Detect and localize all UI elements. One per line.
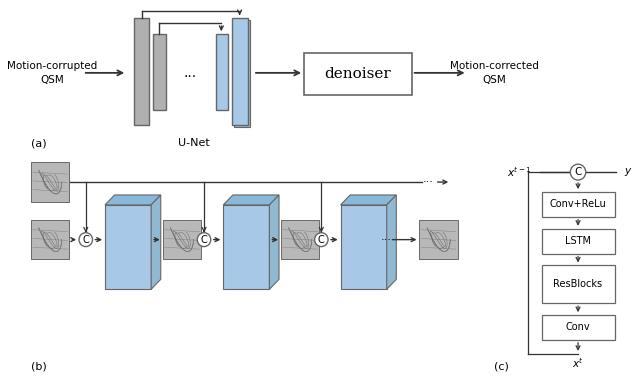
- Circle shape: [570, 164, 586, 180]
- Text: ...: ...: [381, 232, 392, 242]
- Circle shape: [197, 233, 211, 247]
- Text: Conv+ReLu: Conv+ReLu: [550, 199, 607, 210]
- Bar: [134, 18, 149, 125]
- Text: U-Net: U-Net: [177, 138, 209, 148]
- Bar: [340, 205, 387, 289]
- Polygon shape: [387, 195, 396, 289]
- Text: (b): (b): [31, 362, 47, 372]
- Bar: [232, 18, 248, 125]
- Bar: [153, 34, 166, 110]
- Bar: [541, 266, 614, 303]
- Bar: [223, 205, 269, 289]
- Text: Motion-corrupted
QSM: Motion-corrupted QSM: [7, 61, 97, 85]
- Polygon shape: [223, 195, 279, 205]
- Bar: [541, 192, 614, 217]
- Bar: [541, 315, 614, 340]
- Bar: [163, 220, 201, 259]
- Text: denoiser: denoiser: [324, 67, 391, 81]
- Text: Conv: Conv: [566, 322, 590, 333]
- Text: LSTM: LSTM: [565, 236, 591, 246]
- Bar: [281, 220, 319, 259]
- Text: C: C: [83, 235, 89, 245]
- Text: (c): (c): [494, 362, 509, 372]
- Polygon shape: [340, 195, 396, 205]
- Polygon shape: [269, 195, 279, 289]
- Bar: [304, 53, 412, 95]
- Bar: [216, 34, 228, 110]
- Text: (a): (a): [31, 138, 47, 148]
- Polygon shape: [151, 195, 161, 289]
- Text: C: C: [574, 167, 582, 177]
- Text: $x^{t}$: $x^{t}$: [572, 356, 584, 370]
- Circle shape: [79, 233, 93, 247]
- Circle shape: [315, 233, 328, 247]
- Bar: [541, 229, 614, 253]
- Bar: [419, 220, 458, 259]
- Text: ...: ...: [184, 66, 197, 80]
- Bar: [234, 20, 250, 128]
- Bar: [31, 220, 69, 259]
- Text: $y$: $y$: [624, 166, 633, 178]
- Text: ResBlocks: ResBlocks: [554, 279, 603, 289]
- Text: ...: ...: [423, 174, 434, 184]
- Text: C: C: [201, 235, 207, 245]
- Text: Motion-corrected
QSM: Motion-corrected QSM: [450, 61, 539, 85]
- Polygon shape: [105, 195, 161, 205]
- Text: $x^{t-1}$: $x^{t-1}$: [508, 165, 532, 179]
- Bar: [31, 162, 69, 202]
- Text: C: C: [318, 235, 324, 245]
- Bar: [105, 205, 151, 289]
